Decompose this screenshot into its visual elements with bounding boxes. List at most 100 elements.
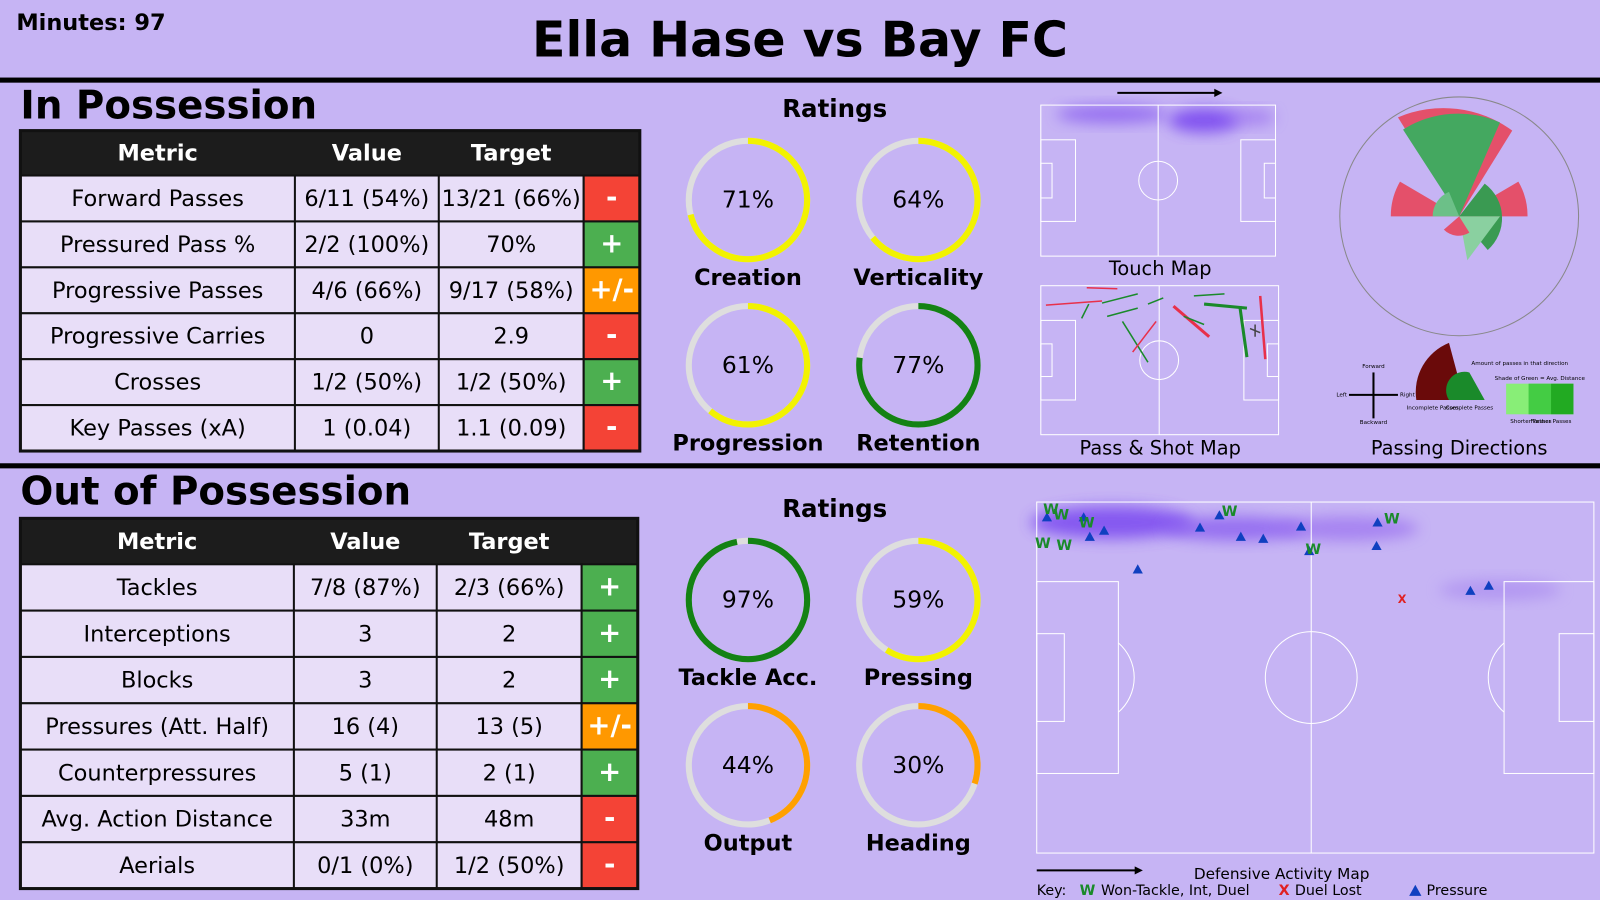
legend-text: Complete Passes xyxy=(1446,406,1494,412)
badge-text: + xyxy=(598,663,621,695)
badge-text: - xyxy=(604,802,615,834)
table-cell: 6/11 (54%) xyxy=(304,186,429,212)
minutes: Minutes: 97 xyxy=(16,10,165,36)
rating-label: Heading xyxy=(866,830,971,856)
table-cell: 33m xyxy=(340,807,390,833)
pressure-marker xyxy=(1084,531,1095,541)
table-cell: 70% xyxy=(486,232,536,258)
table-cell: 1/2 (50%) xyxy=(312,370,423,396)
badge-text: +/- xyxy=(589,273,634,305)
map-title: Touch Map xyxy=(1108,257,1212,280)
won-marker: W xyxy=(1384,511,1400,527)
badge-text: + xyxy=(598,617,621,649)
table-cell: 2.9 xyxy=(493,324,529,350)
title: Ella Hase vs Bay FC xyxy=(532,11,1068,68)
legend-text: Forward xyxy=(1362,364,1385,370)
rating-arc xyxy=(685,703,811,828)
column-header: Value xyxy=(332,141,402,167)
pressure-marker xyxy=(1483,580,1494,590)
section-title: In Possession xyxy=(20,84,317,129)
table-cell: Crosses xyxy=(114,370,201,396)
legend-text: Left xyxy=(1336,392,1347,398)
badge xyxy=(582,174,641,223)
column-header: Value xyxy=(330,529,400,555)
table-frame xyxy=(18,516,640,891)
divider xyxy=(0,77,1600,83)
key-text: Pressure xyxy=(1427,883,1488,899)
pressure-marker xyxy=(1372,517,1383,527)
badge xyxy=(580,841,639,890)
table-cell: 3 xyxy=(358,668,372,694)
rating-label: Tackle Acc. xyxy=(678,665,817,691)
badge-text: - xyxy=(606,319,617,351)
table-cell: 48m xyxy=(484,807,534,833)
pressure-marker xyxy=(1304,545,1315,556)
pressure-marker xyxy=(1371,540,1382,550)
pressure-marker xyxy=(1258,533,1269,543)
key-symbol: X xyxy=(1279,883,1290,899)
map-title: Passing Directions xyxy=(1371,436,1548,459)
key-symbol xyxy=(1409,884,1422,896)
key-symbol: W xyxy=(1080,883,1096,899)
key-label: Key: xyxy=(1037,883,1067,899)
key-text: Duel Lost xyxy=(1295,883,1362,899)
table-cell: Counterpressures xyxy=(58,760,256,786)
rating-value: 44% xyxy=(722,751,774,779)
badge-text: - xyxy=(606,181,617,213)
table-frame xyxy=(18,129,642,453)
pressure-marker xyxy=(1194,522,1206,532)
column-header: Metric xyxy=(117,529,197,555)
pressure-marker xyxy=(1465,585,1476,595)
ratings-title: Ratings xyxy=(782,494,887,523)
table-cell: 2 (1) xyxy=(483,760,536,786)
rating-label: Retention xyxy=(856,430,980,456)
rating-arc xyxy=(685,303,811,428)
won-marker: W xyxy=(1056,538,1072,554)
table-cell: 1 (0.04) xyxy=(322,416,411,442)
rating-label: Pressing xyxy=(864,665,973,691)
rating-label: Creation xyxy=(694,265,802,291)
table-row xyxy=(19,655,583,705)
badge-text: - xyxy=(604,848,615,880)
table-cell: 1/2 (50%) xyxy=(454,853,565,879)
legend-text: Amount of passes in that direction xyxy=(1471,361,1568,367)
rating-value: 71% xyxy=(722,186,774,214)
rating-label: Progression xyxy=(672,430,823,456)
rating-value: 77% xyxy=(892,351,944,379)
pressure-marker xyxy=(1235,531,1246,541)
legend-text: Shade of Green = Avg. Distance xyxy=(1495,376,1586,382)
map-title: Pass & Shot Map xyxy=(1080,436,1241,459)
table-cell: 2 xyxy=(502,668,516,694)
table-cell: 16 (4) xyxy=(332,714,399,740)
passing-legend: Forward Backward Left Right Amount of pa… xyxy=(1336,361,1585,426)
table-header xyxy=(20,518,638,565)
touch-map xyxy=(1040,88,1277,257)
rating-label: Output xyxy=(704,830,793,856)
rating-arc xyxy=(685,137,811,263)
rating-arc xyxy=(856,303,981,428)
column-header: Target xyxy=(469,529,550,555)
column-header: Target xyxy=(471,141,552,167)
won-marker: W xyxy=(1035,536,1051,552)
ratings-title: Ratings xyxy=(782,94,887,123)
won-marker: W xyxy=(1222,504,1238,520)
table-cell: 2/2 (100%) xyxy=(304,232,429,258)
table-row xyxy=(19,174,585,223)
badge-text: +/- xyxy=(587,709,632,741)
passing-directions xyxy=(1339,96,1580,419)
pressure-marker xyxy=(1098,525,1110,535)
divider xyxy=(0,463,1600,469)
table-cell: Progressive Carries xyxy=(50,324,265,350)
table-cell: Pressured Pass % xyxy=(60,232,255,258)
table-cell: Pressures (Att. Half) xyxy=(45,714,269,740)
legend-text: Shorter Passes xyxy=(1510,419,1551,425)
table-cell: 2/3 (66%) xyxy=(454,575,565,601)
table-cell: 3 xyxy=(358,621,372,647)
pressure-marker xyxy=(1078,512,1089,522)
table-row xyxy=(19,794,583,844)
rating-arc xyxy=(856,703,981,828)
rating-value: 59% xyxy=(892,586,944,614)
